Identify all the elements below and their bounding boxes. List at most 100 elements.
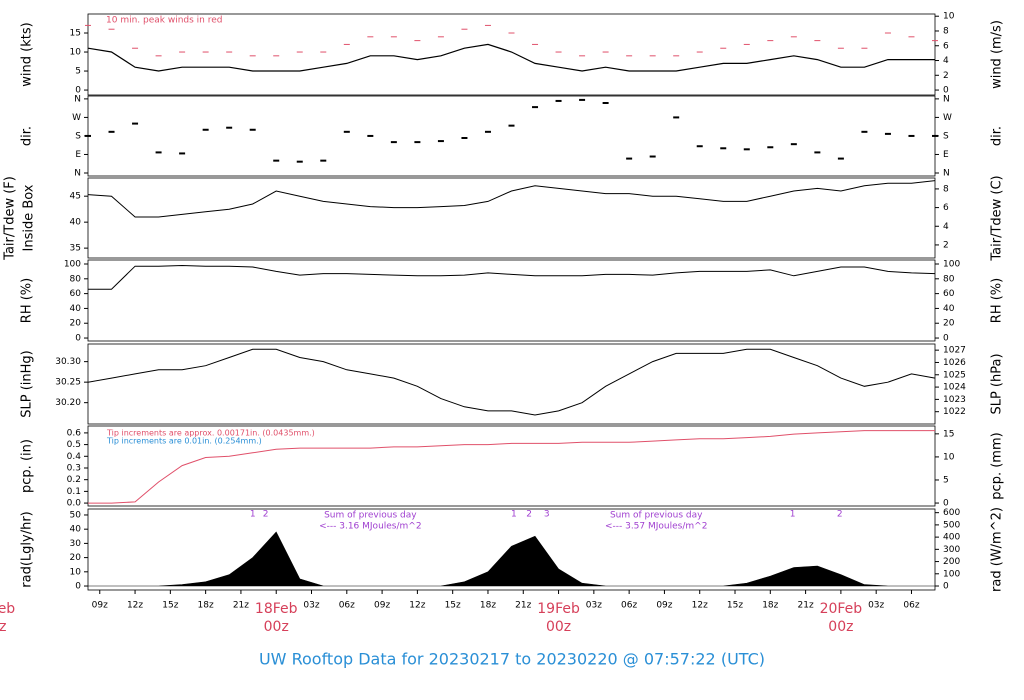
y2-tick-label: 500 [943,520,960,530]
y2-tick-label: 1023 [943,395,966,405]
y2-tick-label: 5 [943,475,949,485]
panel-frame [87,13,936,96]
y2-tick-label: S [943,131,949,141]
y-tick-label: 10 [70,567,82,577]
y-tick-label: 30 [70,539,82,549]
sum-value: <--- 3.16 MJoules/m^2 [319,522,421,532]
y2-tick-label: 0 [943,499,949,509]
y-tick-label: N [74,94,81,104]
y-tick-label: 0 [75,582,81,592]
x-tick-label: 21z [515,601,531,611]
y-tick-label: 5 [75,67,81,77]
y2-axis-label: SLP (hPa) [990,353,1005,414]
y2-tick-label: 80 [943,274,955,284]
y-axis-label: wind (kts) [20,22,35,86]
y2-tick-label: 1026 [943,358,966,368]
x-tick-label: 18z [480,601,496,611]
y-tick-label: 40 [70,525,82,535]
y-tick-label: 40 [70,304,82,314]
y-tick-label: 0.1 [67,487,81,497]
y2-tick-label: W [943,113,952,123]
y2-tick-label: 2 [943,71,949,81]
x-tick-label: 09z [656,601,672,611]
x-tick-label: 06z [903,601,919,611]
y2-tick-label: N [943,168,950,178]
y2-tick-label: 6 [943,203,949,213]
peak-marker: 1 [511,510,517,520]
y-tick-label: 10 [70,48,82,58]
note: Tip increments are approx. 0.00171in. (0… [106,429,315,438]
y2-tick-label: 0 [943,582,949,592]
date-hour-label: 00z [264,619,289,635]
y2-tick-label: 1025 [943,370,966,380]
y-tick-label: 0.0 [67,499,82,509]
y2-tick-label: 600 [943,508,960,518]
peak-marker: 1 [250,510,256,520]
date-label: 18Feb [255,601,298,617]
panel-frame [87,177,936,259]
y2-tick-label: 8 [943,184,949,194]
date-label: 17Feb [0,601,15,617]
radiation-area [88,531,935,587]
peak-marker: 2 [837,510,843,520]
panel-frame [87,259,936,342]
peak-marker: 2 [263,510,269,520]
y-tick-label: 0 [75,86,81,96]
date-hour-label: 00z [546,619,571,635]
x-tick-label: 06z [339,601,355,611]
y-tick-label: S [75,131,81,141]
y-tick-label: 0.4 [67,452,82,462]
y2-tick-label: 4 [943,222,949,232]
y-axis-label: RH (%) [20,278,35,323]
y-tick-label: 35 [70,244,81,254]
y2-axis-label: rad (W/m^2) [990,507,1005,592]
y-tick-label: 0.5 [67,440,81,450]
date-label: 19Feb [537,601,580,617]
y-axis-label: SLP (inHg) [20,350,35,418]
y2-tick-label: 400 [943,533,960,543]
sum-label: Sum of previous day [324,511,417,521]
x-tick-label: 21z [798,601,814,611]
y-axis-label: dir. [20,126,35,146]
y2-tick-label: 100 [943,569,960,579]
y2-tick-label: 2 [943,240,949,250]
y-tick-label: 30.25 [55,378,81,388]
x-tick-label: 15z [445,601,461,611]
y-tick-label: 80 [70,274,82,284]
data-line [88,430,935,504]
y2-tick-label: E [943,150,949,160]
y-tick-label: 45 [70,192,81,202]
y-tick-label: 0.3 [67,463,81,473]
note: Tip increments are 0.01in. (0.254mm.) [106,437,262,446]
y2-axis-label: wind (m/s) [990,20,1005,89]
y2-tick-label: 8 [943,26,949,36]
date-label: 20Feb [820,601,863,617]
date-hour-label: 00z [0,619,6,635]
y-tick-label: 100 [64,259,81,269]
x-tick-label: 03z [303,601,319,611]
panel-frame [87,343,936,425]
x-tick-label: 06z [621,601,637,611]
x-tick-label: 03z [868,601,884,611]
peak-marker: 1 [790,510,796,520]
y-tick-label: 50 [70,510,82,520]
y-tick-label: N [74,168,81,178]
y2-tick-label: N [943,94,950,104]
x-tick-label: 21z [233,601,249,611]
peak-marker: 2 [526,510,532,520]
page-title: UW Rooftop Data for 20230217 to 20230220… [259,650,765,669]
panel-frame [87,95,936,177]
y-tick-label: 20 [70,553,82,563]
y2-axis-label: dir. [990,126,1005,146]
peak-marker: 3 [544,510,550,520]
y-tick-label: E [75,150,81,160]
y-tick-label: 0 [75,334,81,344]
y-tick-label: 0.2 [67,475,81,485]
wind-line [87,43,935,72]
data-line [88,264,936,290]
y2-axis-label: RH (%) [990,278,1005,323]
y-axis-sublabel: Inside Box [22,184,37,251]
x-tick-label: 15z [162,601,178,611]
y2-tick-label: 6 [943,41,949,51]
y-tick-label: W [72,113,81,123]
